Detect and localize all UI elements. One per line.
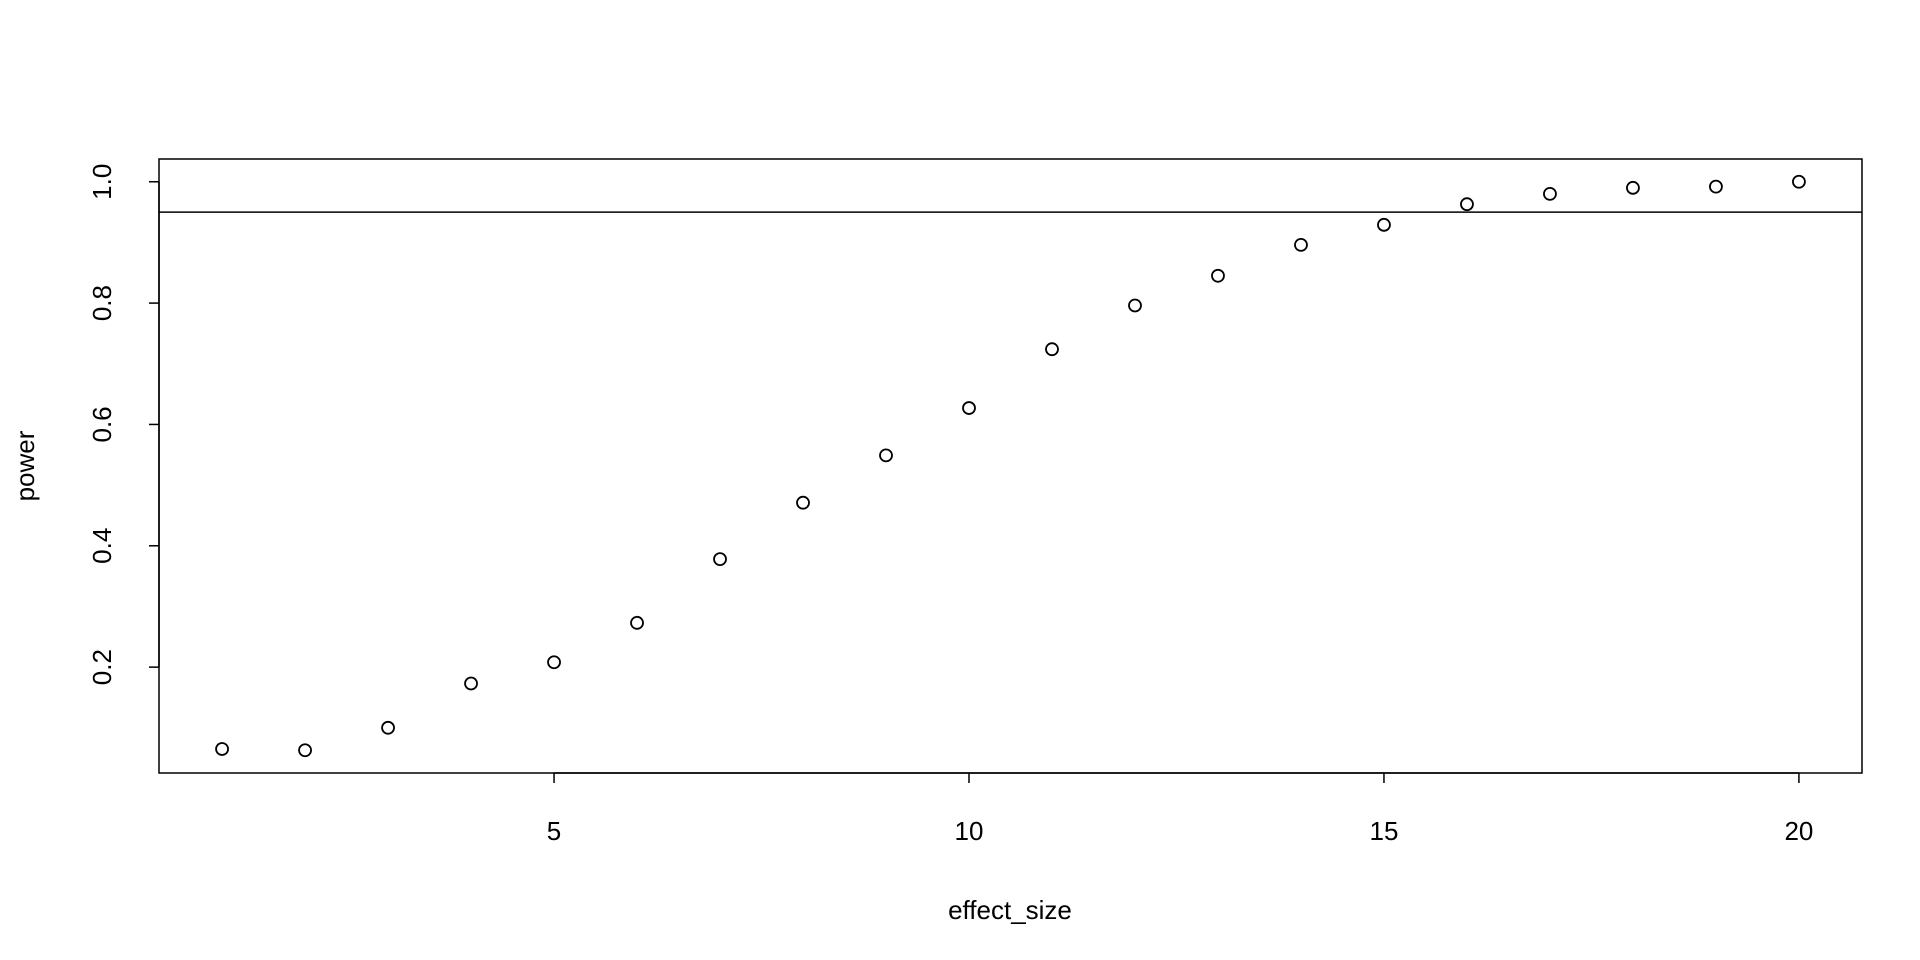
point xyxy=(1543,186,1557,201)
point xyxy=(1377,217,1391,232)
x-tick-label: 20 xyxy=(1784,816,1813,846)
point xyxy=(962,401,976,415)
point xyxy=(1626,180,1640,195)
y-tick-label: 0.2 xyxy=(87,649,117,685)
y-tick-label: 0.4 xyxy=(87,528,117,564)
point xyxy=(464,676,478,691)
x-tick-label: 15 xyxy=(1370,816,1399,846)
y-axis-label: power xyxy=(10,430,40,501)
y-tick-label: 0.6 xyxy=(87,406,117,442)
point xyxy=(879,448,893,463)
y-tick-label: 1.0 xyxy=(87,164,117,200)
plot-frame xyxy=(158,158,1863,774)
point xyxy=(1460,197,1474,212)
point xyxy=(796,495,810,510)
point xyxy=(630,615,644,630)
point xyxy=(1792,174,1806,189)
x-axis-label: effect_size xyxy=(948,895,1072,925)
x-tick-label: 10 xyxy=(955,816,984,846)
point xyxy=(1128,298,1142,313)
point xyxy=(298,743,312,758)
point xyxy=(215,742,229,756)
point xyxy=(381,720,395,735)
point xyxy=(713,552,727,567)
point xyxy=(1045,342,1059,357)
x-tick-label: 5 xyxy=(547,816,561,846)
point xyxy=(1709,179,1723,194)
point xyxy=(1294,237,1308,252)
y-tick-label: 0.8 xyxy=(87,285,117,321)
point xyxy=(1211,268,1225,283)
point xyxy=(547,655,561,670)
